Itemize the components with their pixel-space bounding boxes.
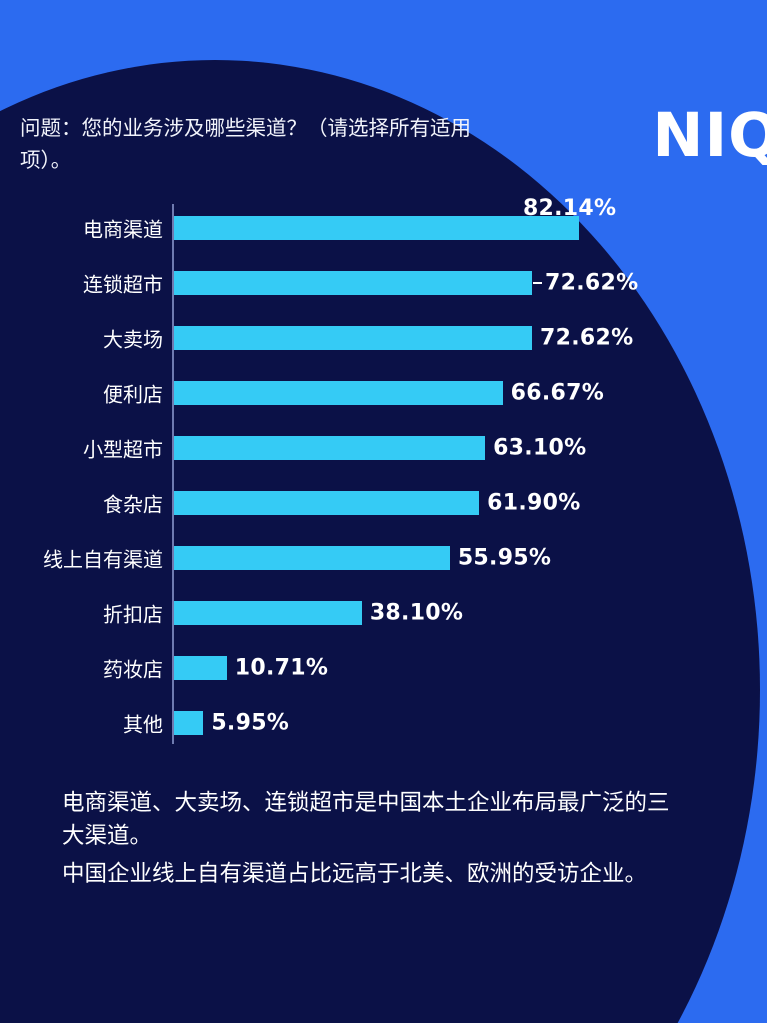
chart-axis-line — [172, 204, 174, 744]
niq-logo: NIQ — [652, 100, 767, 171]
bar-row: 电商渠道 82.14% — [0, 196, 767, 255]
bar-row: 连锁超市 72.62% — [0, 255, 767, 310]
bar-row: 折扣店 38.10% — [0, 585, 767, 640]
bar-value-label: 38.10% — [369, 600, 464, 625]
bar-category-label: 线上自有渠道 — [43, 547, 163, 571]
bar-connector-tick — [533, 281, 543, 284]
bar-value-label: 72.62% — [545, 270, 639, 295]
bar-value-label: 63.10% — [493, 435, 587, 460]
bar-category-label: 小型超市 — [83, 437, 163, 461]
bar-row: 其他 5.95% — [0, 695, 767, 750]
navy-backdrop-fill — [0, 420, 260, 1023]
bar-value-label: 72.62% — [540, 325, 634, 350]
bar-segment — [174, 380, 503, 405]
bar-category-label: 药妆店 — [103, 657, 163, 681]
bar-segment — [174, 545, 450, 570]
bar-value-label: 10.71% — [234, 655, 329, 680]
bar-row: 线上自有渠道 55.95% — [0, 530, 767, 585]
bar-segment — [174, 655, 227, 680]
bar-value-label: 82.14% — [522, 196, 617, 221]
bar-value-label: 66.67% — [510, 380, 605, 405]
question-text: 问题：您的业务涉及哪些渠道？（请选择所有适用项）。 — [20, 116, 471, 172]
bar-segment — [174, 600, 362, 625]
bar-category-label: 连锁超市 — [83, 272, 163, 296]
bar-value-label: 5.95% — [211, 710, 290, 735]
bar-row: 食杂店 61.90% — [0, 475, 767, 530]
bar-value-label: 55.95% — [457, 545, 552, 570]
bar-row: 大卖场 72.62% — [0, 310, 767, 365]
bar-value-label: 61.90% — [487, 490, 581, 515]
bar-row: 药妆店 10.71% — [0, 640, 767, 695]
bar-chart: 电商渠道 82.14% 连锁超市 72.62% 大卖场 72.62% 便利店 66.67% 小型… — [0, 196, 767, 756]
caption-line-2: 中国企业线上自有渠道占比远高于北美、欧洲的受访企业。 — [62, 861, 648, 888]
bar-segment — [174, 270, 533, 295]
bar-category-label: 食杂店 — [103, 492, 163, 516]
bar-category-label: 大卖场 — [103, 327, 163, 351]
bar-category-label: 其他 — [123, 712, 163, 736]
caption-line-1: 电商渠道、大卖场、连锁超市是中国本土企业布局最广泛的三大渠道。 — [62, 790, 670, 849]
bar-segment — [174, 325, 533, 350]
bar-row: 小型超市 63.10% — [0, 420, 767, 475]
bar-row: 便利店 66.67% — [0, 365, 767, 420]
bar-category-label: 便利店 — [103, 382, 163, 406]
bar-segment — [174, 435, 486, 460]
bar-category-label: 折扣店 — [103, 602, 163, 626]
bar-segment — [174, 490, 480, 515]
caption-block: 电商渠道、大卖场、连锁超市是中国本土企业布局最广泛的三大渠道。 中国企业线上自有… — [62, 787, 682, 897]
bar-segment — [174, 710, 204, 735]
bar-segment — [174, 215, 579, 240]
bar-category-label: 电商渠道 — [83, 217, 163, 241]
